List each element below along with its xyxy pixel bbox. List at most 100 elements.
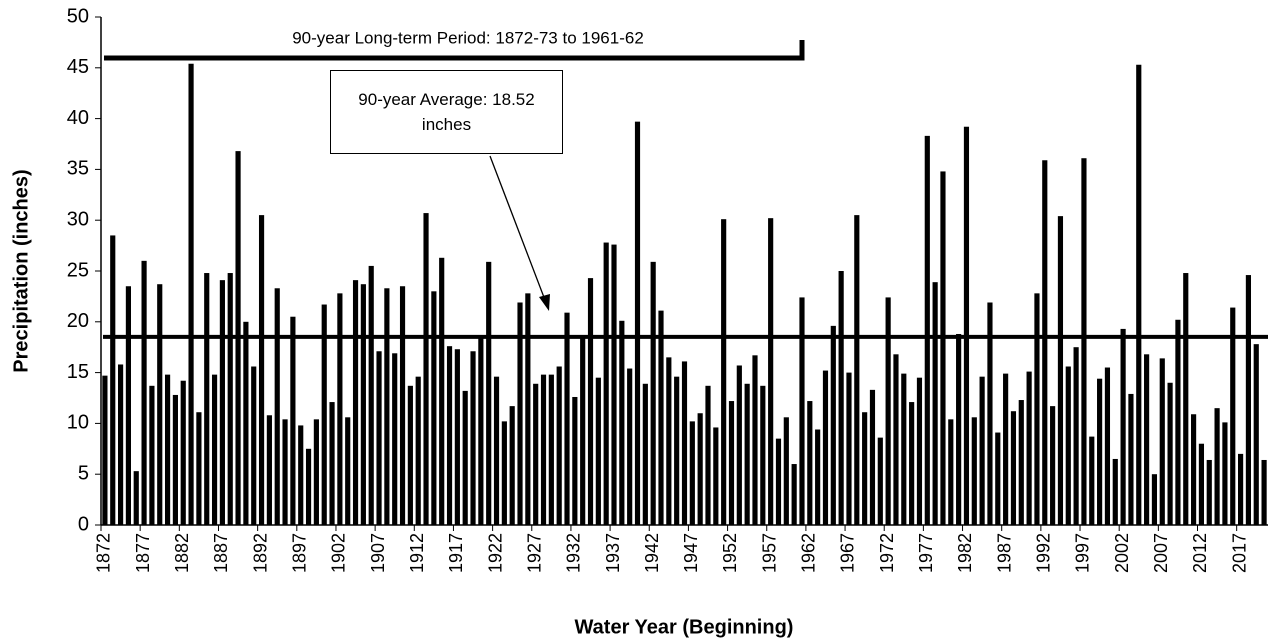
bar [1159,358,1165,525]
x-tick-label: 1992 [1034,533,1054,573]
x-tick-label: 1877 [133,533,153,573]
y-tick-label: 15 [67,361,89,383]
bar [948,419,954,525]
x-tick-label: 1932 [564,533,584,573]
bar [721,219,727,525]
bar [204,273,210,525]
bar [117,364,124,525]
bar [1050,406,1056,525]
bar [705,385,711,525]
bar [807,401,813,525]
bar [368,265,374,525]
bar [219,280,225,525]
bar [995,432,1001,525]
bar [1081,158,1087,525]
bar [971,417,977,525]
y-tick-label: 45 [67,56,89,78]
bar [783,417,789,525]
bar [462,390,468,525]
y-tick-label: 5 [78,462,89,484]
x-tick-label: 2007 [1151,533,1171,573]
bar [1057,216,1064,526]
bar [893,354,899,525]
bar [1151,474,1158,525]
period-bracket [104,40,805,61]
bar [329,402,335,525]
y-tick-label: 0 [78,513,89,535]
bar [188,63,194,526]
average-label: 90-year Average: 18.52 inches [330,70,563,154]
bar [305,448,312,525]
bar [211,374,218,525]
bar [196,412,202,525]
bar [580,335,586,525]
x-tick-label: 1882 [172,533,192,573]
y-axis-title: Precipitation (inches) [10,169,32,372]
bar [916,377,923,525]
x-tick-label: 1887 [211,533,231,573]
x-tick-label: 1917 [446,533,466,573]
bar [1136,64,1142,525]
bar [877,437,883,525]
bar [1175,319,1181,525]
bar [932,282,938,525]
bar [987,302,993,525]
bar [556,366,562,525]
bar [266,415,272,525]
bar [384,288,390,525]
bar [728,401,735,525]
bar [1183,273,1189,525]
bar [149,385,155,525]
bar [1222,422,1228,525]
bar [619,320,625,525]
bar [736,365,742,525]
bar [392,353,398,525]
bar [157,284,163,525]
bar [274,288,280,525]
bar [815,429,821,525]
bar [258,215,265,525]
bar [909,402,915,525]
bar [760,385,766,525]
bar [540,374,547,525]
bar [251,366,257,525]
bar [854,215,860,525]
bar [1198,443,1205,525]
bar [345,417,351,525]
bar [1026,371,1032,525]
y-tick-label: 20 [67,310,89,332]
x-tick-label: 1922 [485,533,505,573]
bar [611,244,617,526]
bar [1238,453,1244,525]
bar [446,346,453,525]
x-tick-label: 1942 [642,533,662,573]
bar [963,126,970,525]
bar [415,376,421,525]
bar [533,383,539,525]
bar [595,377,601,525]
bar [1018,400,1024,525]
x-tick-label: 1972 [877,533,897,573]
bar [454,349,460,525]
bar [525,293,531,525]
x-tick-label: 1897 [289,533,309,573]
period-label: 90-year Long-term Period: 1872-73 to 196… [292,28,644,47]
bar [1128,393,1134,525]
x-axis-title: Water Year (Beginning) [575,616,794,638]
bar [141,260,147,525]
bar [572,396,578,525]
bar [1112,458,1118,525]
bar [838,271,844,525]
bar [180,380,186,525]
bar [1010,411,1017,525]
bar [697,413,703,525]
bar [133,471,139,525]
bar [501,421,507,525]
x-tick-label: 1907 [368,533,388,573]
bar [313,419,319,525]
x-tick-label: 1927 [524,533,544,573]
bar [110,235,116,525]
y-tick-label: 50 [67,5,89,27]
